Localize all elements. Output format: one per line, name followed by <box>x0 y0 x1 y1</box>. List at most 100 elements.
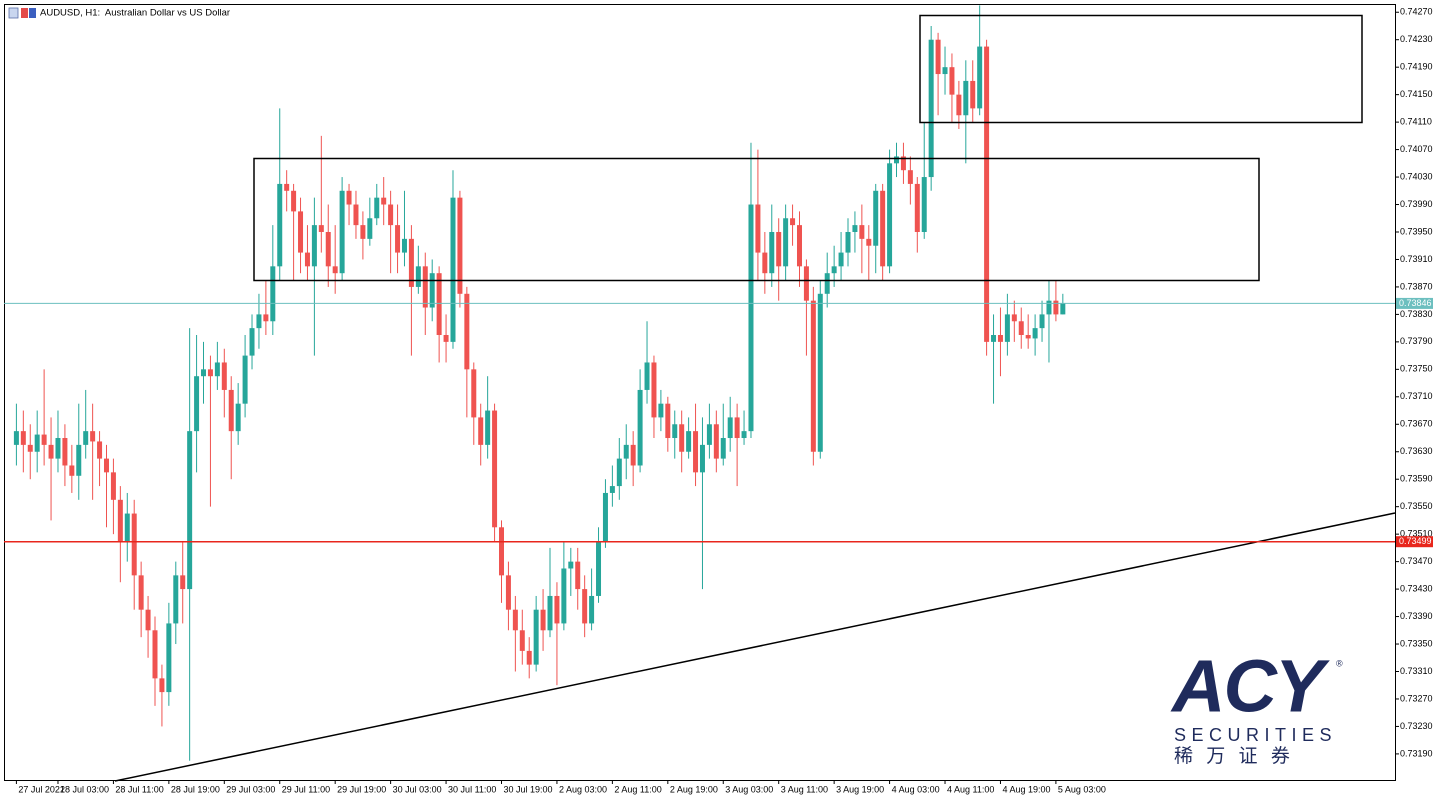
y-tick-label: 0.73670 <box>1400 419 1433 429</box>
x-tick-label: 29 Jul 19:00 <box>337 784 386 794</box>
candle-body <box>464 293 470 370</box>
candle-body <box>852 225 858 232</box>
candle-body <box>325 231 331 267</box>
candle-body <box>727 417 733 439</box>
y-tick-label: 0.73950 <box>1400 226 1433 236</box>
candle-body <box>568 561 574 569</box>
candle-body <box>637 389 643 466</box>
candle-body <box>741 431 747 439</box>
x-tick-label: 30 Jul 19:00 <box>504 784 553 794</box>
x-tick-label: 4 Aug 11:00 <box>947 784 994 794</box>
candle-body <box>734 417 740 439</box>
candle-body <box>13 431 19 445</box>
candle-body <box>1032 328 1038 339</box>
y-tick-label: 0.73310 <box>1400 666 1433 676</box>
candle-body <box>339 190 345 274</box>
candle-body <box>443 335 449 342</box>
candle-body <box>984 46 990 342</box>
candle-body <box>755 204 761 253</box>
candle-body <box>928 39 934 178</box>
candle-body <box>429 273 435 308</box>
candle-body <box>1046 300 1052 315</box>
candle-body <box>505 575 511 610</box>
x-tick-label: 2 Aug 11:00 <box>614 784 661 794</box>
watermark-sub: SECURITIES <box>1174 725 1337 745</box>
candle-body <box>436 273 442 336</box>
candle-body <box>332 266 338 274</box>
x-tick-label: 4 Aug 19:00 <box>1002 784 1050 794</box>
candle-body <box>145 609 151 631</box>
candle-body <box>526 650 532 665</box>
candle-body <box>173 575 179 624</box>
y-tick-label: 0.73390 <box>1400 611 1433 621</box>
plot-area <box>13 5 1066 761</box>
x-tick-label: 28 Jul 19:00 <box>171 784 220 794</box>
candle-body <box>616 458 622 487</box>
candle-body <box>194 376 200 432</box>
y-tick-label: 0.73350 <box>1400 638 1433 648</box>
candle-body <box>110 472 116 500</box>
y-tick-label: 0.74030 <box>1400 171 1433 181</box>
candle-body <box>55 438 61 459</box>
candle-body <box>131 513 137 576</box>
candle-body <box>76 444 82 476</box>
candle-body <box>152 630 158 679</box>
candle-body <box>48 444 54 459</box>
candle-body <box>83 431 89 445</box>
candle-body <box>845 231 851 253</box>
watermark-brand: ACY <box>1170 645 1330 728</box>
candle-body <box>62 438 68 466</box>
y-tick-label: 0.74230 <box>1400 34 1433 44</box>
resistance-box <box>919 14 1363 124</box>
candle-body <box>20 431 26 445</box>
candle-body <box>658 403 664 418</box>
x-tick-label: 3 Aug 19:00 <box>836 784 884 794</box>
x-tick-label: 4 Aug 03:00 <box>892 784 940 794</box>
candle-body <box>859 225 865 239</box>
candle-body <box>665 403 671 439</box>
candle-body <box>235 403 241 432</box>
candle-body <box>935 39 941 75</box>
candle-body <box>34 434 40 452</box>
candle-body <box>374 197 380 219</box>
candle-body <box>693 431 699 473</box>
y-tick-label: 0.73710 <box>1400 391 1433 401</box>
symbol-icon <box>8 7 36 19</box>
candle-body <box>228 389 234 432</box>
candle-body <box>381 197 387 205</box>
candle-body <box>124 513 130 542</box>
candle-body <box>207 369 213 377</box>
candle-body <box>187 431 193 590</box>
candle-body <box>270 266 276 322</box>
candle-body <box>880 190 886 267</box>
x-tick-label: 2 Aug 03:00 <box>559 784 607 794</box>
candle-body <box>360 225 366 239</box>
candle-body <box>159 678 165 693</box>
candle-body <box>304 252 310 267</box>
candle-body <box>180 575 186 590</box>
candle-body <box>478 417 484 445</box>
candle-body <box>831 266 837 274</box>
y-tick-label: 0.73830 <box>1400 309 1433 319</box>
candle-body <box>90 431 96 442</box>
x-tick-label: 5 Aug 03:00 <box>1058 784 1106 794</box>
y-tick-label: 0.73470 <box>1400 556 1433 566</box>
watermark-mark: ® <box>1336 658 1343 668</box>
y-tick-label: 0.73910 <box>1400 254 1433 264</box>
candle-body <box>623 444 629 459</box>
candle-body <box>388 204 394 226</box>
candle-body <box>582 589 588 624</box>
watermark: ACY ® SECURITIES 稀 万 证 券 <box>1170 645 1343 767</box>
candle-body <box>554 595 560 624</box>
x-tick-label: 27 Jul 2021 <box>18 784 65 794</box>
candle-body <box>512 609 518 631</box>
y-tick-label: 0.74150 <box>1400 89 1433 99</box>
candle-body <box>873 190 879 246</box>
candle-body <box>1004 314 1010 342</box>
x-tick-label: 30 Jul 11:00 <box>448 784 496 794</box>
y-tick-label: 0.74270 <box>1400 7 1433 17</box>
y-tick-label: 0.74070 <box>1400 144 1433 154</box>
candle-body <box>907 170 913 184</box>
